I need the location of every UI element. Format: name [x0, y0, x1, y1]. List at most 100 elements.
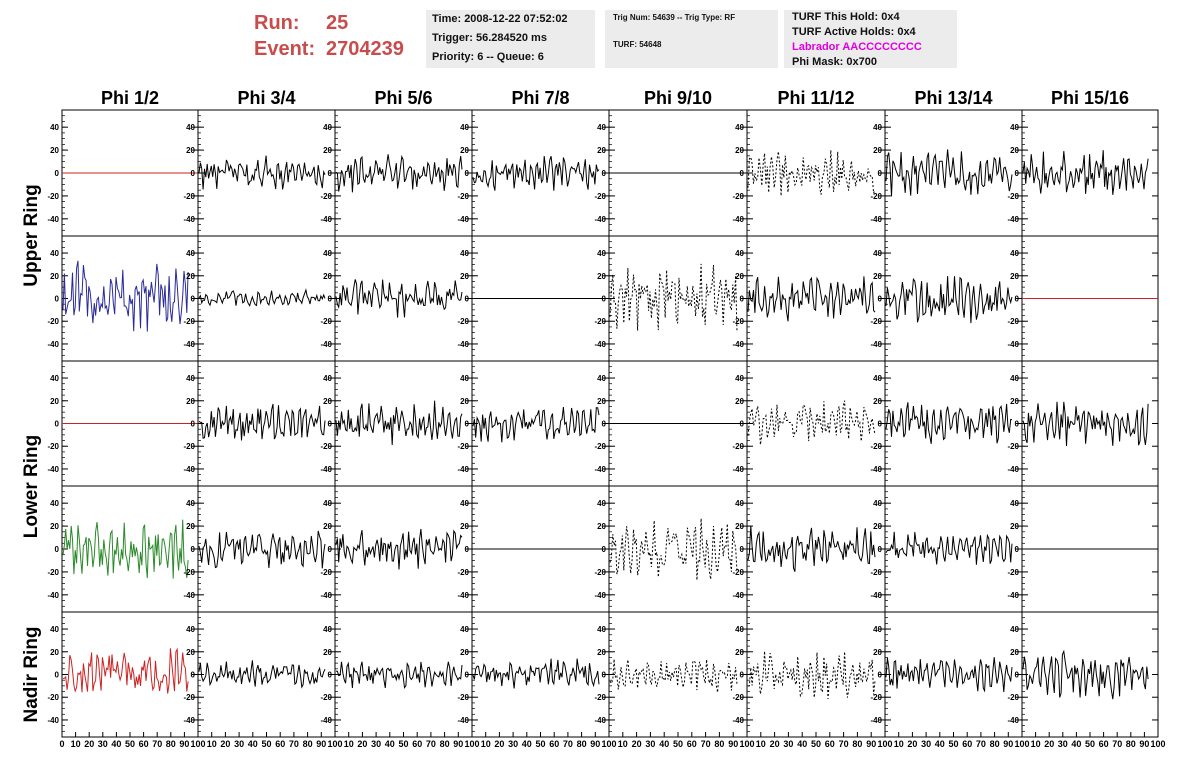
y-tick-label: 40: [597, 374, 606, 383]
y-tick-label: 0: [465, 169, 470, 178]
y-tick-label: 40: [323, 499, 332, 508]
x-tick-label: 10: [894, 739, 904, 749]
y-tick-label: -20: [594, 693, 606, 702]
y-tick-label: -20: [1007, 568, 1019, 577]
x-tick-label: 90: [179, 739, 189, 749]
trace-line: [747, 525, 876, 572]
y-tick-label: -40: [594, 716, 606, 725]
y-tick-label: 0: [878, 169, 883, 178]
x-tick-label: 60: [139, 739, 149, 749]
y-tick-label: 0: [55, 545, 60, 554]
y-tick-label: 0: [465, 671, 470, 680]
x-tick-label: 40: [385, 739, 395, 749]
y-tick-label: 0: [878, 295, 883, 304]
y-tick-label: 0: [328, 295, 333, 304]
x-tick-label: 40: [797, 739, 807, 749]
y-tick-label: -20: [732, 568, 744, 577]
y-tick-label: 0: [1015, 295, 1020, 304]
y-tick-label: -20: [732, 693, 744, 702]
priority-text: Priority: 6 -- Queue: 6: [432, 51, 544, 63]
trace-line: [335, 661, 463, 690]
trace-line: [885, 276, 1013, 324]
y-tick-label: -20: [47, 442, 59, 451]
y-tick-label: -40: [732, 340, 744, 349]
y-tick-label: 20: [323, 272, 332, 281]
y-tick-label: 40: [50, 249, 59, 258]
x-tick-label: 20: [770, 739, 780, 749]
y-tick-label: -40: [594, 215, 606, 224]
y-tick-label: -20: [732, 317, 744, 326]
y-tick-label: -40: [47, 591, 59, 600]
y-tick-label: 0: [191, 295, 196, 304]
x-tick-label: 100: [877, 739, 892, 749]
y-tick-label: 20: [323, 397, 332, 406]
y-tick-label: 20: [735, 272, 744, 281]
y-tick-label: -20: [183, 442, 195, 451]
y-tick-label: 20: [460, 397, 469, 406]
x-tick-label: 90: [316, 739, 326, 749]
turf-info-box: TURF This Hold: 0x4 TURF Active Holds: 0…: [784, 10, 957, 68]
x-tick-label: 80: [990, 739, 1000, 749]
y-tick-label: -20: [320, 442, 332, 451]
x-tick-label: 40: [1071, 739, 1081, 749]
y-tick-label: 20: [873, 397, 882, 406]
x-tick-label: 100: [601, 739, 616, 749]
x-tick-label: 80: [714, 739, 724, 749]
y-tick-label: -40: [594, 465, 606, 474]
y-tick-label: 40: [873, 249, 882, 258]
y-tick-label: 20: [323, 522, 332, 531]
trace-line: [335, 528, 463, 570]
y-tick-label: -20: [47, 192, 59, 201]
y-tick-label: -20: [457, 693, 469, 702]
y-tick-label: 0: [602, 169, 607, 178]
trace-line: [1022, 649, 1149, 700]
y-tick-label: -20: [47, 317, 59, 326]
trig-info-box: Trig Num: 54639 -- Trig Type: RF TURF: 5…: [605, 10, 778, 68]
y-tick-label: -40: [732, 215, 744, 224]
y-tick-label: -20: [870, 568, 882, 577]
y-tick-label: 20: [50, 146, 59, 155]
y-tick-label: 20: [873, 272, 882, 281]
x-tick-label: 60: [825, 739, 835, 749]
trace-line: [747, 400, 876, 445]
row-label: Lower Ring: [21, 435, 42, 538]
column-header: Phi 3/4: [237, 88, 295, 108]
y-tick-label: 20: [186, 522, 195, 531]
x-tick-label: 70: [839, 739, 849, 749]
y-tick-label: -40: [870, 591, 882, 600]
y-tick-label: -40: [457, 465, 469, 474]
y-tick-label: 40: [186, 499, 195, 508]
y-tick-label: -40: [320, 465, 332, 474]
x-tick-label: 60: [962, 739, 972, 749]
y-tick-label: -20: [320, 317, 332, 326]
y-tick-label: -20: [457, 317, 469, 326]
y-tick-label: 0: [602, 545, 607, 554]
x-tick-label: 40: [522, 739, 532, 749]
x-tick-label: 30: [234, 739, 244, 749]
y-tick-label: 20: [735, 522, 744, 531]
trace-line: [62, 260, 189, 332]
x-tick-label: 40: [111, 739, 121, 749]
x-tick-label: 90: [1139, 739, 1149, 749]
x-tick-label: 90: [590, 739, 600, 749]
x-tick-label: 20: [84, 739, 94, 749]
y-tick-label: 0: [878, 671, 883, 680]
y-tick-label: 0: [55, 671, 60, 680]
y-tick-label: 0: [328, 169, 333, 178]
x-tick-label: 20: [632, 739, 642, 749]
x-tick-label: 60: [1099, 739, 1109, 749]
y-tick-label: 20: [323, 648, 332, 657]
y-tick-label: 20: [735, 146, 744, 155]
y-tick-label: -20: [457, 568, 469, 577]
y-tick-label: 0: [740, 671, 745, 680]
y-tick-label: -40: [594, 340, 606, 349]
y-tick-label: 20: [460, 146, 469, 155]
y-tick-label: 0: [465, 545, 470, 554]
trace-line: [1022, 401, 1149, 447]
x-tick-label: 40: [248, 739, 258, 749]
trace-line: [198, 660, 326, 689]
x-tick-label: 80: [1126, 739, 1136, 749]
panel-frame: [608, 611, 748, 738]
y-tick-label: -20: [183, 568, 195, 577]
y-tick-label: -40: [47, 716, 59, 725]
